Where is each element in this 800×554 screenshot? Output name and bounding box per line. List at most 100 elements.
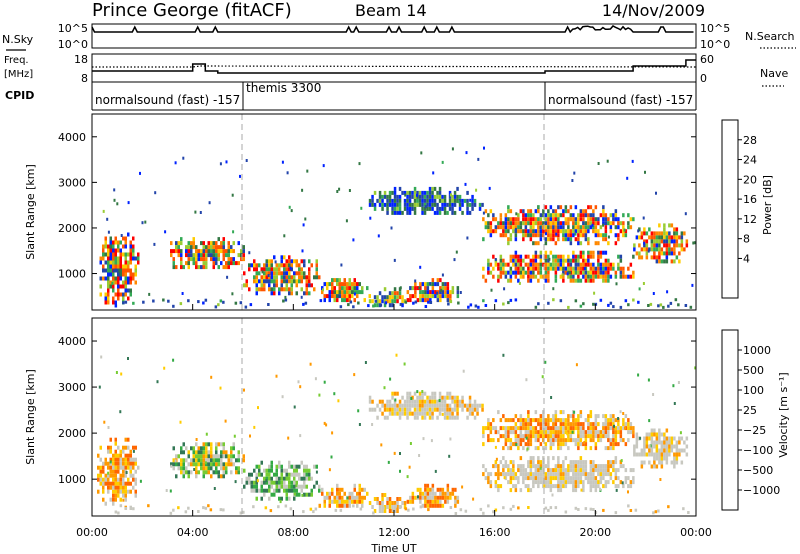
echo-cell [660, 432, 664, 437]
echo-cell [604, 418, 608, 423]
echo-cell [693, 241, 696, 245]
echo-cell [411, 499, 415, 504]
echo-cell [278, 271, 281, 276]
echo-cell [645, 255, 649, 260]
echo-cell [624, 233, 628, 238]
echo-cell [373, 202, 377, 207]
echo-cell [537, 464, 540, 469]
echo-cell [338, 499, 341, 504]
echo-cell [114, 497, 117, 502]
echo-cell [227, 462, 230, 467]
echo-cell [582, 302, 585, 306]
echo-cell [253, 480, 256, 485]
echo-cell [376, 295, 379, 300]
echo-cell [612, 480, 615, 485]
echo-cell [685, 239, 689, 244]
echo-cell [534, 258, 538, 263]
echo-cell [106, 217, 109, 221]
echo-cell [653, 452, 656, 457]
echo-cell [632, 426, 635, 431]
echo-cell [567, 438, 570, 443]
echo-cell [484, 476, 488, 481]
echo-cell [410, 397, 413, 400]
echo-cell [554, 258, 558, 263]
power-y-axis-label: Slant Range [km] [24, 164, 37, 260]
echo-cell [205, 442, 208, 447]
echo-cell [574, 299, 578, 303]
echo-cell [436, 278, 440, 283]
echo-cell [148, 292, 151, 296]
echo-cell [429, 298, 432, 303]
echo-cell [592, 278, 595, 283]
echo-cell [633, 452, 636, 457]
echo-cell [222, 462, 225, 467]
echo-cell [542, 229, 545, 234]
echo-cell [431, 186, 434, 191]
echo-cell [446, 286, 450, 291]
echo-cell [381, 493, 384, 497]
echo-cell [358, 487, 361, 492]
echo-cell [102, 481, 105, 486]
echo-cell [655, 259, 659, 264]
echo-cell [502, 270, 505, 275]
echo-cell [572, 480, 575, 485]
echo-cell [509, 488, 513, 493]
echo-cell [237, 253, 240, 258]
echo-cell [567, 262, 570, 267]
echo-cell [386, 403, 389, 408]
echo-cell [660, 259, 664, 264]
echo-cell [547, 262, 550, 267]
echo-cell [336, 487, 339, 492]
echo-cell [589, 426, 593, 431]
echo-cell [431, 286, 435, 291]
echo-cell [665, 239, 669, 244]
echo-cell [361, 499, 364, 504]
echo-cell [604, 221, 608, 226]
echo-cell [423, 415, 427, 420]
echo-cell [386, 399, 389, 404]
echo-cell [517, 229, 520, 234]
echo-cell [466, 236, 469, 240]
echo-cell [562, 278, 565, 283]
echo-cell [519, 472, 523, 477]
echo-cell [318, 503, 321, 508]
echo-cell [599, 472, 603, 477]
echo-cell [222, 265, 225, 270]
echo-cell [638, 235, 641, 240]
echo-cell [268, 287, 271, 292]
echo-cell [429, 503, 432, 508]
echo-cell [653, 239, 656, 244]
echo-cell [509, 266, 513, 271]
echo-cell [117, 485, 120, 490]
echo-cell [534, 468, 538, 473]
echo-cell [293, 476, 296, 481]
echo-cell [403, 411, 407, 416]
echo-cell [293, 279, 296, 284]
echo-cell [569, 262, 573, 267]
echo-cell [487, 434, 490, 439]
echo-cell [574, 468, 578, 473]
echo-cell [668, 436, 671, 441]
echo-cell [607, 241, 610, 246]
echo-cell [237, 454, 240, 459]
echo-cell [210, 375, 213, 379]
echo-cell [562, 266, 565, 271]
echo-cell [552, 287, 555, 291]
echo-cell [629, 509, 633, 512]
echo-cell [597, 258, 600, 263]
echo-cell [393, 206, 397, 211]
echo-cell [109, 445, 112, 450]
echo-cell [622, 233, 625, 238]
echo-cell [652, 393, 655, 396]
echo-cell [202, 466, 205, 471]
echo-cell [406, 475, 409, 479]
echo-cell [321, 487, 324, 492]
echo-cell [559, 262, 563, 267]
echo-cell [481, 403, 484, 408]
echo-cell [574, 217, 578, 222]
echo-cell [629, 262, 633, 267]
echo-cell [423, 194, 427, 199]
echo-cell [579, 438, 583, 443]
echo-cell [124, 445, 127, 450]
echo-cell [554, 229, 558, 234]
